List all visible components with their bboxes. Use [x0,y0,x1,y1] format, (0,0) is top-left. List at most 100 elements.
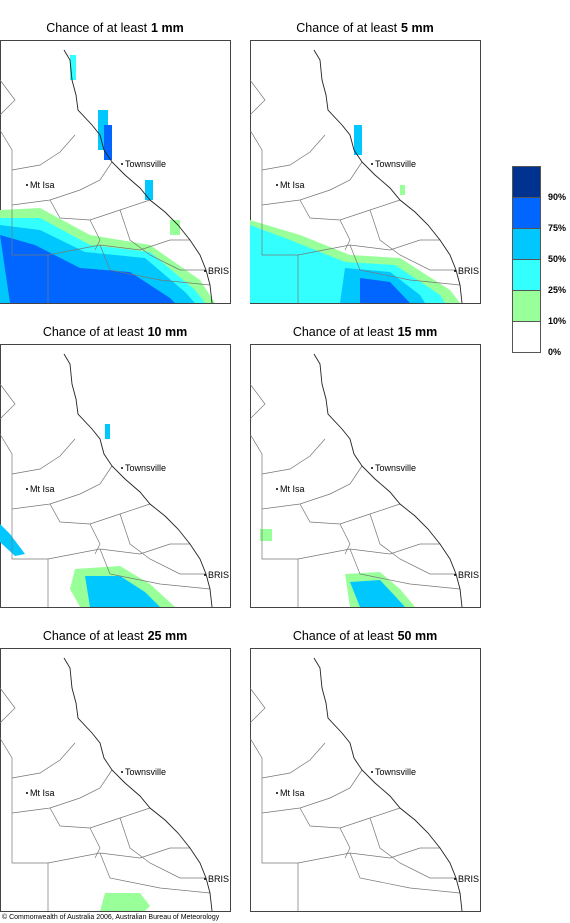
border [297,239,440,256]
rain-area [104,125,112,160]
title-prefix: Chance of at least [43,629,144,643]
rain-area [260,529,272,541]
place-dot [276,792,278,794]
place-dot [371,163,373,165]
legend-label: 90% [548,192,566,202]
place-label: Mt Isa [30,788,55,798]
rain-area [354,125,362,155]
place-dot [121,163,123,165]
map-frame [250,648,481,912]
coastline [313,353,463,608]
border [249,129,299,303]
place-dot [454,270,456,272]
place-label: BRIS [458,874,479,884]
border [89,827,101,859]
border [47,847,190,864]
border [0,383,16,420]
legend-label: 25% [548,285,566,295]
title-prefix: Chance of at least [296,21,397,35]
coastline [313,657,463,912]
border [261,769,363,814]
map: Townsville Mt Isa BRIS [0,648,231,912]
coastline [63,353,213,608]
title-prefix: Chance of at least [293,325,394,339]
map: Townsville Mt Isa BRIS [0,344,231,608]
legend-label: 10% [548,316,566,326]
place-label: Mt Isa [30,180,55,190]
border [249,737,299,911]
place-label: Townsville [375,767,416,777]
border [249,383,266,420]
place-label: Mt Isa [280,180,305,190]
border [261,161,363,206]
rain-area [350,580,405,607]
panel-title: Chance of at least 5 mm [296,21,433,35]
legend-swatch [512,166,541,198]
rain-area [400,185,405,195]
map: Townsville Mt Isa BRIS [0,40,231,304]
border [369,817,456,879]
place-dot [371,771,373,773]
rain-area [170,220,180,235]
legend-swatch [512,259,541,291]
place-label: Townsville [125,767,166,777]
map: Townsville Mt Isa BRIS [249,40,481,304]
border [89,219,101,251]
border [119,513,206,575]
border [261,438,326,475]
legend-label: 50% [548,254,566,264]
place-label: Mt Isa [280,788,305,798]
border [369,209,456,271]
border [99,852,211,894]
coastline [63,49,213,304]
border [369,513,456,575]
rain-area [0,235,175,303]
border [11,465,113,510]
copyright: © Commonwealth of Australia 2006, Austra… [2,913,220,921]
place-label: BRIS [208,570,229,580]
legend-swatch [512,197,541,229]
place-label: BRIS [208,266,229,276]
border [11,134,76,171]
panel-title: Chance of at least 10 mm [43,325,187,339]
rain-area [85,576,160,607]
place-label: BRIS [208,874,229,884]
border [47,543,190,560]
border [339,523,351,555]
legend-swatch [512,228,541,260]
title-prefix: Chance of at least [293,629,394,643]
map: Townsville Mt Isa BRIS [249,648,481,912]
title-amount: 10 mm [148,325,188,339]
title-amount: 5 mm [401,21,434,35]
rain-area [145,180,153,200]
border [11,438,76,475]
panel-title: Chance of at least 25 mm [43,629,187,643]
border [119,817,206,879]
place-dot [204,574,206,576]
coastline [313,49,463,304]
border [349,548,461,590]
place-dot [26,488,28,490]
border [0,129,49,303]
rain-area [360,278,410,303]
place-label: Townsville [125,463,166,473]
border [0,433,49,607]
rain-area [100,893,150,911]
place-dot [454,574,456,576]
legend-swatch [512,290,541,322]
rain-area [105,424,110,439]
panel-title: Chance of at least 50 mm [293,629,437,643]
title-amount: 1 mm [151,21,184,35]
border [297,543,440,560]
place-label: Mt Isa [280,484,305,494]
panel-title: Chance of at least 1 mm [46,21,183,35]
map: Townsville Mt Isa BRIS [249,344,481,608]
border [297,847,440,864]
border [339,219,351,251]
place-label: Townsville [125,159,166,169]
place-dot [121,771,123,773]
place-dot [371,467,373,469]
border [249,79,266,116]
title-amount: 15 mm [398,325,438,339]
